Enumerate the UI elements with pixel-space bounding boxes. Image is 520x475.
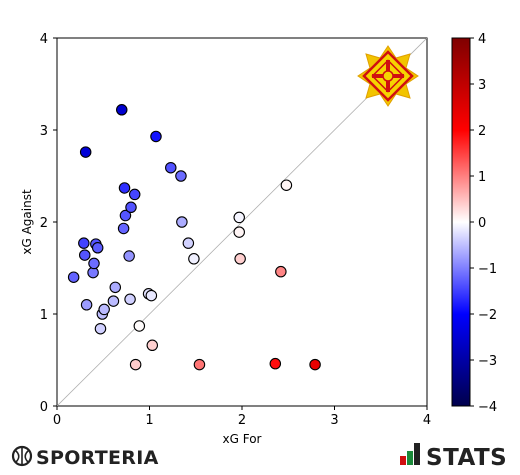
colorbar-tick-label: −1 [478, 262, 497, 277]
club-crest [357, 45, 419, 107]
scatter-point [125, 201, 137, 214]
x-tick-label: 4 [423, 413, 431, 428]
scatter-point [193, 358, 206, 371]
scatter-point [175, 170, 187, 182]
scatter-point [145, 289, 158, 302]
colorbar-tick-label: 0 [478, 216, 486, 231]
scatter-point [117, 222, 130, 235]
scatter-point [182, 237, 195, 249]
scatter-point [79, 249, 91, 261]
scatter-point [91, 242, 104, 254]
scatter-point [94, 322, 107, 335]
y-axis-label: xG Against [20, 189, 34, 255]
scatter-point [309, 358, 321, 371]
colorbar-tick-label: 1 [478, 170, 486, 185]
scatter-point [79, 146, 92, 158]
x-axis-ticks: 0 1 2 3 4 [53, 406, 431, 428]
colorbar-tick-label: 4 [478, 32, 486, 47]
stats-wordmark: STATS [426, 445, 507, 471]
scatter-point [146, 339, 159, 352]
scatter-point [269, 357, 282, 370]
colorbar [451, 37, 471, 407]
scatter-point [123, 250, 135, 262]
scatter-point [98, 303, 110, 316]
stats-logo: STATS [400, 443, 507, 471]
scatter-point [78, 237, 90, 249]
scatter-point [80, 299, 93, 311]
colorbar-ticks: 4 3 2 1 0 −1 −2 −3 −4 [470, 32, 497, 415]
scatter-point [88, 257, 100, 270]
scatter-point [133, 320, 146, 332]
colorbar-tick-label: 2 [478, 124, 486, 139]
scatter-point [67, 271, 80, 283]
y-tick-label: 2 [40, 216, 48, 231]
y-tick-label: 0 [40, 400, 48, 415]
scatter-point [119, 209, 132, 222]
colorbar-tick-label: −2 [478, 308, 497, 323]
scatter-point [109, 281, 122, 294]
sporteria-logo: SPORTERIA [11, 445, 159, 469]
scatter-point [234, 253, 246, 265]
scatter-point [124, 293, 136, 306]
scatter-point [233, 226, 245, 238]
x-tick-label: 3 [330, 413, 338, 428]
scatter-point [129, 358, 142, 371]
scatter-point [150, 130, 162, 143]
scatter-point [116, 104, 128, 116]
x-tick-label: 0 [53, 413, 61, 428]
y-tick-label: 3 [40, 124, 48, 139]
scatter-point [118, 182, 131, 194]
x-axis-label: xG For [223, 432, 262, 446]
scatter-points [67, 104, 321, 371]
scatter-point [280, 179, 293, 191]
colorbar-tick-label: −3 [478, 354, 497, 369]
y-tick-label: 4 [40, 32, 48, 47]
y-tick-label: 1 [40, 308, 48, 323]
scatter-point [165, 161, 177, 174]
scatter-point [176, 216, 188, 228]
scatter-point [233, 211, 245, 224]
x-tick-label: 2 [238, 413, 246, 428]
y-axis-ticks: 0 1 2 3 4 [40, 32, 57, 415]
colorbar-tick-label: 3 [478, 78, 486, 93]
colorbar-tick-label: −4 [478, 400, 497, 415]
scatter-point [107, 295, 120, 307]
scatter-point [275, 265, 287, 278]
scatter-point [128, 188, 141, 201]
x-tick-label: 1 [145, 413, 153, 428]
sporteria-wordmark: SPORTERIA [36, 447, 159, 469]
scatter-point [188, 253, 200, 265]
